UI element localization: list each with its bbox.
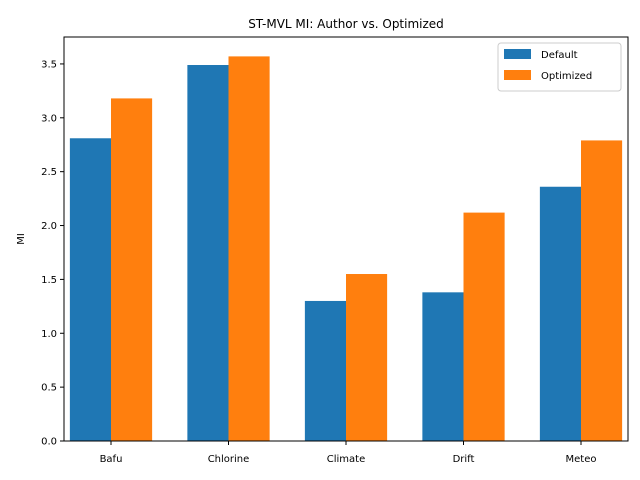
y-tick-label: 1.5: [41, 275, 57, 286]
y-tick-label: 2.5: [41, 167, 57, 178]
y-axis-label: MI: [16, 233, 27, 245]
legend-swatch-optimized: [504, 70, 531, 80]
x-tick-label: Climate: [327, 454, 365, 465]
y-tick-label: 0.5: [41, 383, 57, 394]
y-tick-label: 1.0: [41, 329, 57, 340]
y-tick-label: 3.0: [41, 113, 57, 124]
bar-default-bafu: [69, 138, 111, 441]
x-axis-ticks: Bafu Chlorine Climate Drift Meteo: [100, 441, 597, 465]
legend: Default Optimized: [497, 42, 622, 92]
bar-default-drift: [422, 292, 464, 441]
y-axis-ticks: 0.0 0.5 1.0 1.5 2.0 2.5 3.0 3.5: [41, 59, 64, 448]
y-tick-label: 3.5: [41, 59, 57, 70]
chart-title: ST-MVL MI: Author vs. Optimized: [248, 17, 444, 31]
bar-default-chlorine: [187, 65, 229, 441]
plot-frame: [63, 36, 629, 442]
y-tick-label: 0.0: [41, 437, 57, 448]
bars-group: [69, 56, 623, 442]
bar-optimized-climate: [346, 274, 388, 441]
bar-optimized-chlorine: [228, 56, 270, 441]
bar-optimized-bafu: [111, 98, 153, 442]
x-tick-label: Bafu: [100, 454, 123, 465]
bar-optimized-drift: [463, 212, 505, 441]
x-tick-label: Chlorine: [208, 454, 250, 465]
bar-default-climate: [304, 300, 346, 441]
y-tick-label: 2.0: [41, 221, 57, 232]
x-tick-label: Drift: [453, 454, 475, 465]
legend-label-optimized: Optimized: [541, 71, 592, 82]
legend-label-default: Default: [541, 50, 578, 61]
bar-optimized-meteo: [581, 140, 623, 441]
x-tick-label: Meteo: [566, 454, 597, 465]
bar-default-meteo: [539, 186, 581, 441]
legend-swatch-default: [504, 49, 531, 59]
